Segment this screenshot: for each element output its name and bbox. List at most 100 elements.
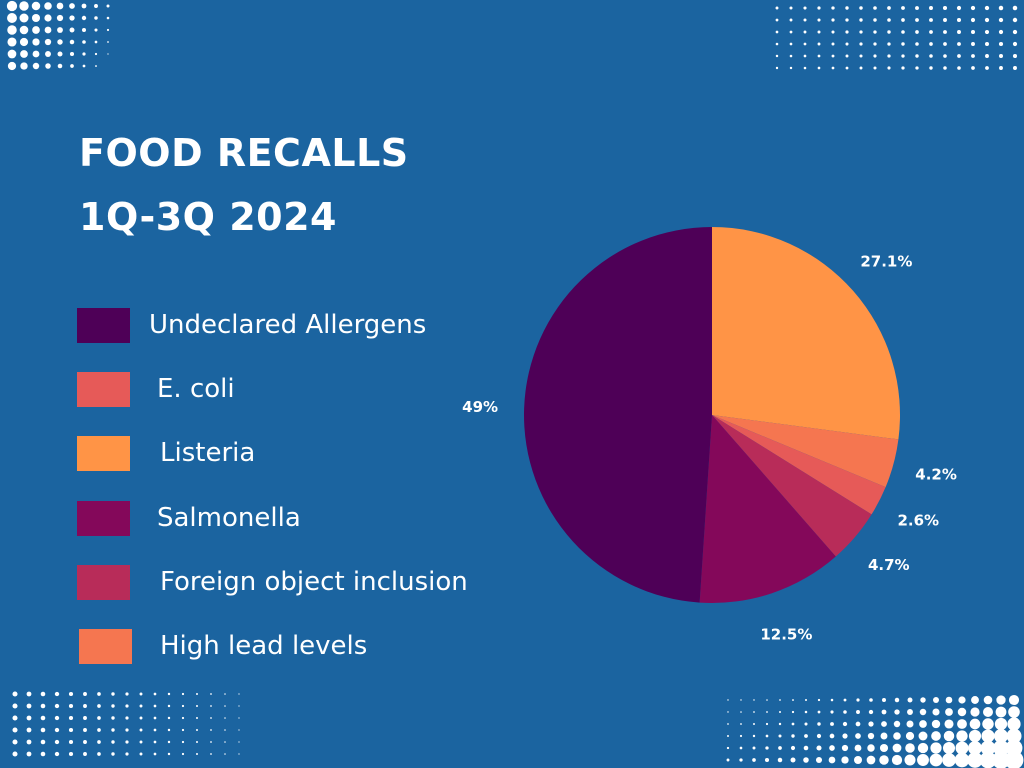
- decor-dot: [81, 15, 87, 21]
- decor-dot: [19, 13, 29, 23]
- decor-dot: [866, 755, 876, 765]
- decor-dot: [40, 739, 46, 745]
- decor-dot: [803, 6, 807, 10]
- decor-dot: [68, 727, 74, 733]
- decor-dot: [817, 710, 821, 714]
- decor-dot: [855, 733, 861, 739]
- decor-dot: [942, 753, 956, 767]
- decor-dot: [54, 739, 60, 745]
- decor-dot: [894, 709, 900, 715]
- decor-dot: [907, 709, 913, 715]
- decor-dot: [210, 741, 212, 743]
- decor-dot: [831, 18, 835, 22]
- decor-dot: [957, 707, 967, 717]
- decor-dot: [901, 18, 905, 22]
- decor-dot: [56, 14, 64, 22]
- decor-dot: [97, 728, 101, 732]
- decor-dot: [139, 752, 143, 756]
- decor-dot: [1013, 66, 1017, 70]
- pie-slice-e-coli: [712, 415, 886, 515]
- decor-dot: [181, 740, 185, 744]
- decor-dot: [111, 740, 115, 744]
- decor-dot: [775, 66, 779, 70]
- legend-swatch: [79, 629, 132, 664]
- decor-dot: [859, 42, 863, 46]
- legend-label: E. coli: [157, 374, 235, 404]
- decor-dot: [971, 42, 975, 46]
- decor-dot: [125, 704, 129, 708]
- decor-dot: [181, 704, 185, 708]
- decor-dot: [69, 15, 75, 21]
- decor-dot: [943, 18, 947, 22]
- decor-dot: [125, 716, 129, 720]
- decor-dot: [790, 757, 796, 763]
- decor-dot: [1012, 29, 1018, 35]
- decor-dot: [843, 710, 847, 714]
- decor-dot: [929, 30, 933, 34]
- decor-dot: [224, 753, 226, 755]
- decor-dot: [859, 18, 863, 22]
- decor-dot: [54, 703, 60, 709]
- decor-dot: [994, 717, 1008, 731]
- decor-dot: [957, 30, 961, 34]
- decor-dot: [859, 30, 863, 34]
- decor-dot: [1006, 728, 1022, 744]
- decor-dot: [856, 698, 860, 702]
- decor-dot: [764, 757, 770, 763]
- decor-dot: [752, 758, 756, 762]
- decor-dot: [867, 744, 875, 752]
- decor-dot: [945, 696, 953, 704]
- decor-dot: [887, 18, 891, 22]
- decor-dot: [196, 717, 198, 719]
- decor-dot: [94, 16, 98, 20]
- decor-dot: [984, 5, 990, 11]
- decor-dot: [20, 50, 28, 58]
- decor-dot: [1012, 53, 1018, 59]
- decor-dot: [196, 705, 198, 707]
- decor-dot: [873, 54, 877, 58]
- decor-dot: [929, 42, 933, 46]
- decor-dot: [970, 17, 976, 23]
- decor-dot: [740, 723, 742, 725]
- decor-dot: [943, 30, 947, 34]
- decor-dot: [70, 64, 74, 68]
- decor-dot: [901, 30, 905, 34]
- decor-dot: [817, 18, 821, 22]
- decor-dot: [238, 705, 240, 707]
- decor-dot: [57, 51, 63, 57]
- decor-dot: [873, 6, 877, 10]
- decor-dot: [930, 742, 942, 754]
- decor-dot: [44, 38, 52, 46]
- pie-data-label: 2.6%: [897, 512, 939, 530]
- decor-dot: [1012, 5, 1018, 11]
- decor-dot: [893, 732, 901, 740]
- decor-dot: [803, 757, 809, 763]
- decor-dot: [775, 54, 779, 58]
- decor-dot: [238, 741, 240, 743]
- decor-dot: [789, 6, 793, 10]
- decor-dot: [998, 29, 1004, 35]
- decor-dot: [887, 66, 891, 70]
- decor-dot: [944, 719, 954, 729]
- decor-dot: [929, 6, 933, 10]
- decor-dot: [893, 720, 901, 728]
- decor-dot: [803, 42, 807, 46]
- decor-dot: [32, 26, 40, 34]
- decor-dot: [97, 692, 101, 696]
- decor-dot: [942, 5, 948, 11]
- decor-dot: [995, 706, 1007, 718]
- decor-dot: [45, 51, 51, 57]
- decor-dot: [139, 704, 143, 708]
- decor-dot: [26, 691, 32, 697]
- decor-dot: [727, 711, 729, 713]
- decor-dot: [981, 729, 995, 743]
- decor-dot: [929, 66, 933, 70]
- decor-dot: [69, 51, 75, 57]
- legend-swatch: [77, 436, 130, 471]
- decor-dot: [791, 734, 795, 738]
- decor-dot: [45, 63, 51, 69]
- decor-dot: [167, 716, 171, 720]
- decor-dot: [153, 716, 157, 720]
- decor-dot: [69, 39, 75, 45]
